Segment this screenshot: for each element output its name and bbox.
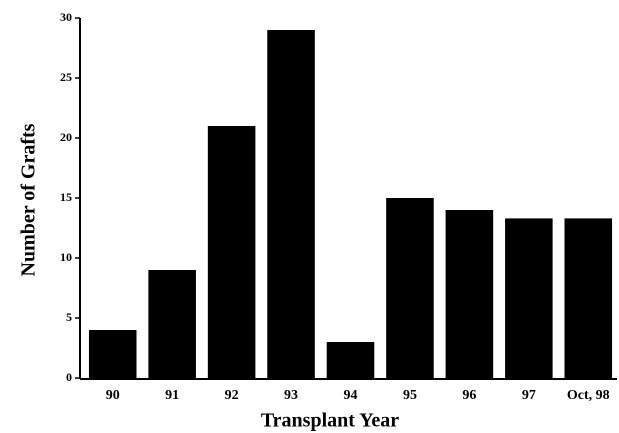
x-tick-label: 96 [462, 388, 476, 403]
x-tick-label: Oct, 98 [567, 388, 610, 403]
y-tick-label: 25 [60, 70, 72, 84]
bar [564, 218, 613, 378]
y-tick-label: 5 [66, 310, 72, 324]
bar [88, 330, 137, 378]
bar [207, 126, 256, 378]
bar [148, 270, 196, 378]
bar [505, 218, 553, 378]
y-axis-label: Number of Grafts [18, 123, 40, 276]
y-tick-label: 0 [66, 370, 72, 384]
x-tick-label: 94 [344, 388, 358, 403]
y-tick-label: 30 [60, 10, 72, 24]
x-tick-label: 90 [106, 388, 120, 403]
x-axis-label: Transplant Year [261, 410, 399, 432]
x-tick-label: 91 [165, 388, 179, 403]
bar [267, 30, 315, 378]
bar [386, 198, 434, 378]
x-tick-label: 93 [284, 388, 298, 403]
x-tick-label: 95 [403, 388, 417, 403]
bar [326, 342, 375, 378]
y-tick-label: 15 [60, 190, 72, 204]
y-tick-label: 20 [60, 130, 72, 144]
x-tick-label: 92 [225, 388, 239, 403]
y-tick-label: 10 [60, 250, 72, 264]
bar [445, 210, 494, 378]
x-tick-label: 97 [522, 388, 536, 403]
